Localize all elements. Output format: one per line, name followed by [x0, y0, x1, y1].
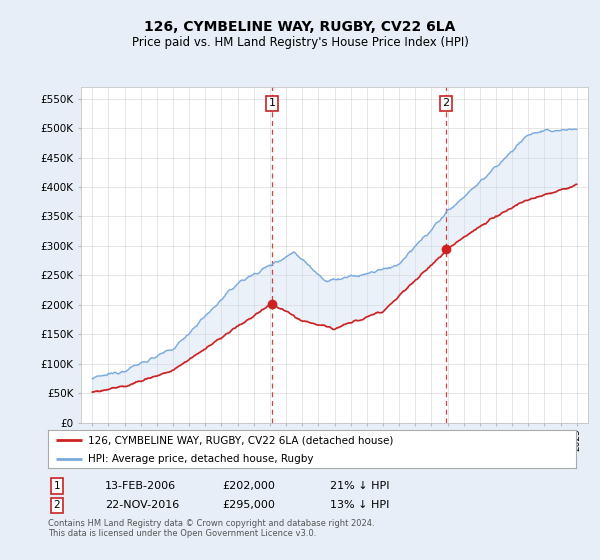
- Text: £202,000: £202,000: [222, 481, 275, 491]
- Text: 2: 2: [442, 99, 449, 108]
- Text: Contains HM Land Registry data © Crown copyright and database right 2024.: Contains HM Land Registry data © Crown c…: [48, 519, 374, 528]
- Text: HPI: Average price, detached house, Rugby: HPI: Average price, detached house, Rugb…: [88, 454, 313, 464]
- Text: 21% ↓ HPI: 21% ↓ HPI: [330, 481, 389, 491]
- Text: 2: 2: [53, 500, 61, 510]
- Text: This data is licensed under the Open Government Licence v3.0.: This data is licensed under the Open Gov…: [48, 529, 316, 538]
- Text: 13% ↓ HPI: 13% ↓ HPI: [330, 500, 389, 510]
- Text: 1: 1: [53, 481, 61, 491]
- Text: 1: 1: [268, 99, 275, 108]
- Text: 22-NOV-2016: 22-NOV-2016: [105, 500, 179, 510]
- Text: £295,000: £295,000: [222, 500, 275, 510]
- Text: Price paid vs. HM Land Registry's House Price Index (HPI): Price paid vs. HM Land Registry's House …: [131, 36, 469, 49]
- Text: 126, CYMBELINE WAY, RUGBY, CV22 6LA: 126, CYMBELINE WAY, RUGBY, CV22 6LA: [145, 20, 455, 34]
- Text: 126, CYMBELINE WAY, RUGBY, CV22 6LA (detached house): 126, CYMBELINE WAY, RUGBY, CV22 6LA (det…: [88, 435, 393, 445]
- Text: 13-FEB-2006: 13-FEB-2006: [105, 481, 176, 491]
